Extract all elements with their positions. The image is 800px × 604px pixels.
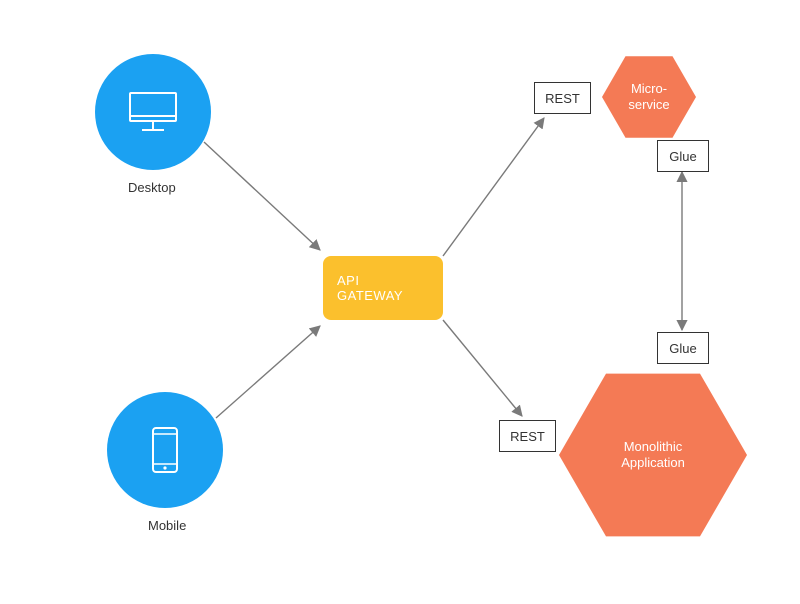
mobile-icon bbox=[150, 425, 180, 475]
node-desktop bbox=[95, 54, 211, 170]
node-mobile bbox=[107, 392, 223, 508]
edge-desktop-api bbox=[204, 142, 320, 250]
node-microservice: Micro- service bbox=[602, 50, 696, 144]
api-gateway-label-line1: API bbox=[337, 273, 359, 288]
glue-top-label: Glue bbox=[669, 149, 696, 164]
node-monolith: Monolithic Application bbox=[559, 361, 747, 549]
node-api-gateway: API GATEWAY bbox=[323, 256, 443, 320]
edge-mobile-api bbox=[216, 326, 320, 418]
glue-bottom-label: Glue bbox=[669, 341, 696, 356]
edge-api-rest-top bbox=[443, 118, 544, 256]
hexagon-shape bbox=[559, 361, 747, 549]
node-glue-top: Glue bbox=[657, 140, 709, 172]
node-rest-top: REST bbox=[534, 82, 591, 114]
diagram-canvas: Monolithic Application Micro- service De… bbox=[0, 0, 800, 604]
api-gateway-label: API GATEWAY bbox=[337, 273, 403, 303]
edge-api-rest-bottom bbox=[443, 320, 522, 416]
node-rest-bottom: REST bbox=[499, 420, 556, 452]
hexagon-shape bbox=[602, 50, 696, 144]
api-gateway-label-line2: GATEWAY bbox=[337, 288, 403, 303]
desktop-label: Desktop bbox=[128, 180, 176, 195]
node-glue-bottom: Glue bbox=[657, 332, 709, 364]
rest-top-label: REST bbox=[545, 91, 580, 106]
desktop-icon bbox=[127, 90, 179, 134]
mobile-label: Mobile bbox=[148, 518, 186, 533]
rest-bottom-label: REST bbox=[510, 429, 545, 444]
